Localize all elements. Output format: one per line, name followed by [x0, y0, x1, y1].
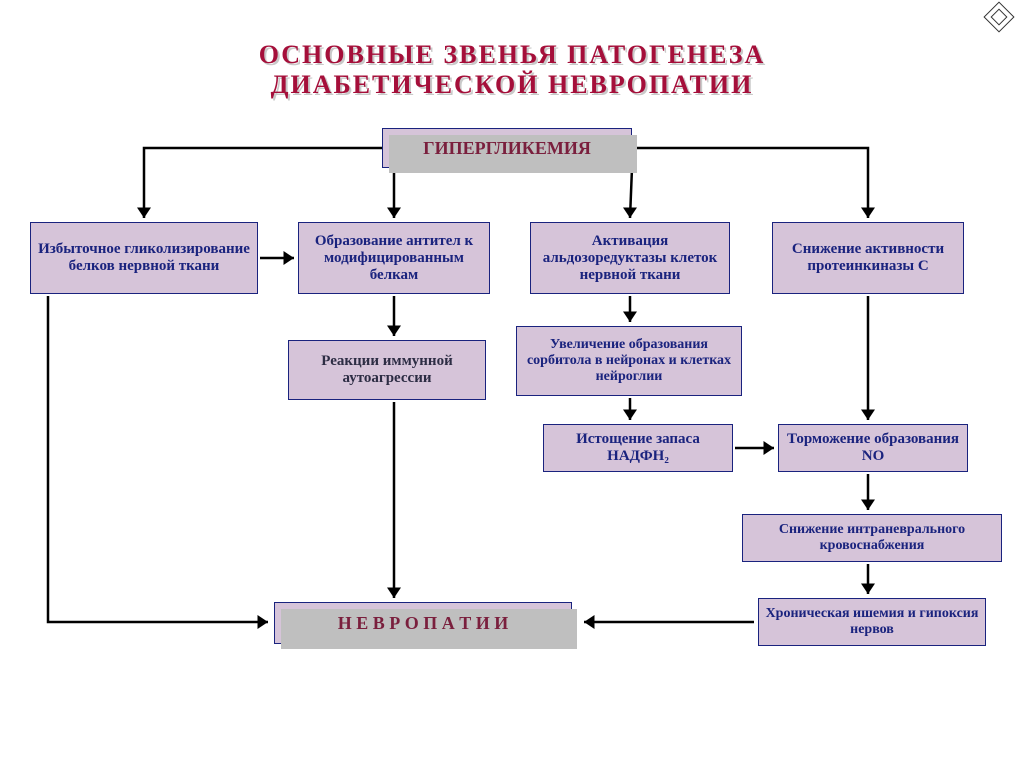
node-n9: Снижение интраневрального кровоснабжения — [742, 514, 1002, 562]
title-line-2: ДИАБЕТИЧЕСКОЙ НЕВРОПАТИИ — [0, 70, 1024, 100]
node-n6-label: Увеличение образования сорбитола в нейро… — [523, 337, 735, 385]
node-n5-label: Реакции иммунной аутоагрессии — [295, 353, 479, 387]
node-n4-label: Снижение активности протеинкиназы С — [779, 241, 957, 275]
node-n8-label: Торможение образования NO — [785, 431, 961, 465]
node-n8: Торможение образования NO — [778, 424, 968, 472]
flowchart-arrows — [0, 0, 1024, 768]
corner-logo-icon — [983, 1, 1014, 32]
node-neuro-label: Н Е В Р О П А Т И И — [338, 613, 509, 634]
node-n6: Увеличение образования сорбитола в нейро… — [516, 326, 742, 396]
node-n1: Избыточное гликолизирование белков нервн… — [30, 222, 258, 294]
node-n7: Истощение запаса НАДФН₂ — [543, 424, 733, 472]
node-n7-label: Истощение запаса НАДФН₂ — [550, 431, 726, 465]
node-hyper-label: ГИПЕРГЛИКЕМИЯ — [423, 138, 591, 159]
node-n2-label: Образование антител к модифицированным б… — [305, 233, 483, 284]
node-n10-label: Хроническая ишемия и гипоксия нервов — [765, 606, 979, 638]
node-n3: Активация альдозоредуктазы клеток нервно… — [530, 222, 730, 294]
node-n4: Снижение активности протеинкиназы С — [772, 222, 964, 294]
node-n9-label: Снижение интраневрального кровоснабжения — [749, 522, 995, 554]
node-neuro: Н Е В Р О П А Т И И — [274, 602, 572, 644]
node-hyper: ГИПЕРГЛИКЕМИЯ — [382, 128, 632, 168]
node-n10: Хроническая ишемия и гипоксия нервов — [758, 598, 986, 646]
page-title: ОСНОВНЫЕ ЗВЕНЬЯ ПАТОГЕНЕЗАДИАБЕТИЧЕСКОЙ … — [0, 40, 1024, 100]
node-n3-label: Активация альдозоредуктазы клеток нервно… — [537, 233, 723, 284]
title-line-1: ОСНОВНЫЕ ЗВЕНЬЯ ПАТОГЕНЕЗА — [0, 40, 1024, 70]
node-n2: Образование антител к модифицированным б… — [298, 222, 490, 294]
node-n1-label: Избыточное гликолизирование белков нервн… — [37, 241, 251, 275]
node-n5: Реакции иммунной аутоагрессии — [288, 340, 486, 400]
